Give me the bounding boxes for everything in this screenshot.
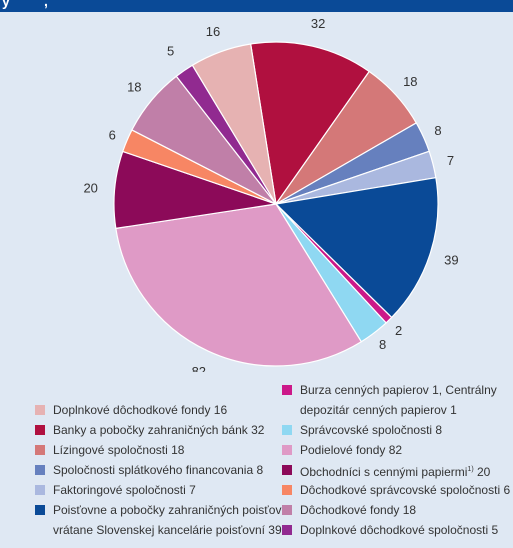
legend-swatch	[282, 505, 292, 515]
legend-item-label: Poisťovne a pobočky zahraničných poisťov…	[53, 503, 292, 537]
legend-swatch	[35, 465, 45, 475]
slice-value-label: 32	[311, 16, 325, 31]
slice-value-label: 8	[434, 123, 441, 138]
legend-item-label: Dôchodkové fondy 18	[300, 503, 417, 517]
legend-item-label: Podielové fondy 82	[300, 443, 403, 457]
legend-item-label: Burza cenných papierov 1, Centrálny depoz…	[300, 383, 497, 417]
slice-value-label: 39	[444, 253, 458, 268]
legend-swatch	[35, 405, 45, 415]
legend-item-label: Správcovské spoločnosti 8	[300, 423, 443, 437]
slice-value-label: 8	[379, 337, 386, 352]
slice-value-label: 82	[192, 364, 206, 372]
pie-slice	[274, 177, 439, 319]
legend-swatch	[282, 445, 292, 455]
legend-swatch	[35, 445, 45, 455]
legend-item-label: Dôchodkové správcovské spoločnosti 6	[300, 483, 511, 497]
legend-item-label: Banky a pobočky zahraničných bánk 32	[53, 423, 265, 437]
legend-swatch	[282, 485, 292, 495]
slice-value-label: 6	[109, 127, 116, 142]
legend-swatch	[35, 425, 45, 435]
pie-slice	[249, 41, 371, 206]
slice-value-label: 2	[395, 323, 402, 338]
header-fragment-left: y	[2, 0, 10, 9]
pie-slice	[191, 43, 277, 205]
legend-swatch	[35, 485, 45, 495]
legend-swatch	[35, 505, 45, 515]
header-fragment-right: ,	[44, 0, 48, 9]
header-bar: y ,	[0, 0, 513, 12]
legend-item-label: Faktoringové spoločnosti 7	[53, 483, 196, 497]
slice-value-label: 5	[167, 44, 174, 59]
slice-value-label: 16	[206, 24, 220, 39]
legend-item-label: Lízingové spoločnosti 18	[53, 443, 185, 457]
slice-value-label: 20	[83, 180, 97, 195]
legend-swatch	[282, 385, 292, 395]
legend-swatch	[282, 525, 292, 535]
legend-item-label: Obchodníci s cennými papiermi1) 20	[300, 465, 491, 479]
legend-swatch	[282, 425, 292, 435]
slice-value-label: 18	[403, 74, 417, 89]
slice-value-label: 7	[447, 153, 454, 168]
legend-swatch	[282, 465, 292, 475]
slice-value-label: 18	[127, 80, 141, 95]
legend-item-label: Doplnkové dôchodkové spoločnosti 5	[300, 523, 499, 537]
legend-item-label: Spoločnosti splátkového financovania 8	[53, 463, 264, 477]
pie-slice	[115, 203, 363, 367]
legend-item-label: Doplnkové dôchodkové fondy 16	[53, 403, 228, 417]
